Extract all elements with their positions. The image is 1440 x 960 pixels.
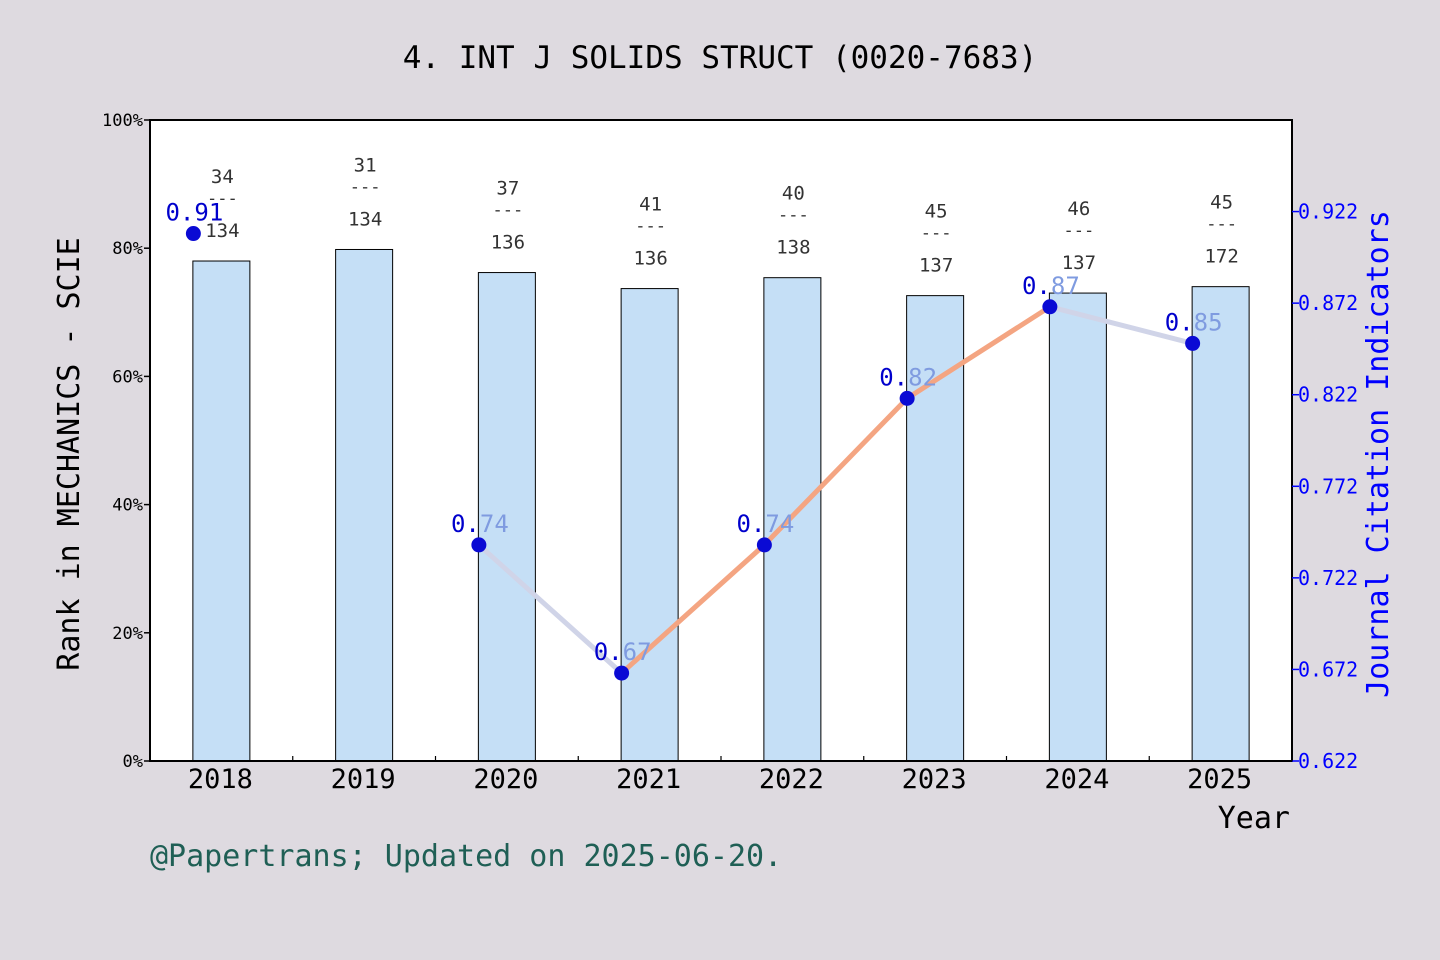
- rank-total: 134: [348, 208, 382, 230]
- bar-2018: [192, 260, 251, 762]
- jci-segment-2024-2025: [1047, 304, 1196, 346]
- y2-axis-label: Journal Citation Indicators: [1361, 210, 1396, 698]
- x-tick-label-2022: 2022: [759, 764, 824, 795]
- rank-label-2025: 45--- 172: [1204, 192, 1238, 268]
- x-axis-label: Year: [1218, 801, 1290, 836]
- y-tick-label: 20%: [112, 624, 143, 644]
- rank-value: 40: [782, 183, 805, 205]
- rank-value: 41: [639, 194, 662, 216]
- jci-point-2021: [614, 665, 630, 681]
- y-tick-label: 0%: [123, 752, 143, 772]
- x-tick-label-2024: 2024: [1044, 764, 1109, 795]
- rank-separator: ---: [350, 177, 381, 197]
- chart-title: 4. INT J SOLIDS STRUCT (0020-7683): [403, 40, 1038, 76]
- bar-2025: [1191, 286, 1250, 762]
- plot-area: [150, 120, 1292, 761]
- jci-label-2024: 0.87: [1022, 272, 1080, 300]
- bar-2020: [477, 272, 536, 762]
- x-tick-label-2019: 2019: [331, 764, 396, 795]
- jci-segment-2020-2021: [476, 542, 625, 676]
- jci-point-2024: [1042, 299, 1058, 315]
- jci-point-2023: [899, 390, 915, 406]
- jci-line-layer: [476, 304, 1196, 676]
- rank-label-2022: 40--- 138: [776, 183, 810, 259]
- rank-label-2023: 45--- 137: [919, 201, 953, 277]
- bar-2021: [620, 288, 679, 762]
- y2-tick-label: 0.872: [1298, 291, 1358, 315]
- jci-point-2022: [756, 537, 772, 553]
- jci-point-2018: [185, 226, 201, 242]
- left-axis: 0% 20% 40% 60% 80% 100%: [102, 111, 150, 772]
- rank-value: 45: [1210, 192, 1233, 214]
- jci-segment-2021-2022: [619, 542, 767, 676]
- rank-separator: ---: [921, 224, 952, 244]
- jci-label-2023: 0.82: [879, 363, 937, 391]
- rank-separator: ---: [493, 201, 524, 221]
- x-tick-label-2018: 2018: [188, 764, 253, 795]
- y2-tick-label: 0.822: [1298, 383, 1358, 407]
- jci-point-2020: [471, 537, 487, 553]
- jci-label-2021: 0.67: [594, 638, 652, 666]
- jci-markers-layer: [185, 226, 1201, 681]
- rank-label-2021: 41--- 136: [633, 194, 667, 270]
- rank-label-2020: 37--- 136: [491, 178, 525, 254]
- jci-label-2022: 0.74: [736, 510, 794, 538]
- rank-label-2018: 34--- 134: [205, 166, 239, 242]
- jci-point-2025: [1185, 335, 1201, 351]
- rank-total: 137: [919, 255, 953, 277]
- jci-segment-2023-2024: [904, 304, 1053, 401]
- y2-tick-label: 0.922: [1298, 200, 1358, 224]
- y2-tick-label: 0.772: [1298, 474, 1358, 498]
- y-tick-label: 80%: [112, 239, 143, 259]
- rank-total: 137: [1062, 252, 1096, 274]
- rank-value: 34: [211, 166, 234, 188]
- rank-value: 31: [354, 154, 377, 176]
- rank-separator: ---: [635, 217, 666, 237]
- jci-label-2025: 0.85: [1165, 308, 1223, 336]
- rank-total: 136: [491, 232, 525, 254]
- rank-separator: ---: [778, 206, 809, 226]
- y-tick-label: 40%: [112, 496, 143, 516]
- x-tick-label-2020: 2020: [473, 764, 538, 795]
- y-axis-label: Rank in MECHANICS - SCIE: [52, 237, 87, 670]
- rank-value: 45: [925, 201, 948, 223]
- rank-label-2024: 46--- 137: [1062, 198, 1096, 274]
- rank-separator: ---: [207, 189, 238, 209]
- x-tick-label-2025: 2025: [1187, 764, 1252, 795]
- jci-label-2018: 0.91: [165, 199, 223, 227]
- rank-label-2019: 31--- 134: [348, 154, 382, 230]
- y-tick-label: 100%: [102, 111, 143, 131]
- footer-credit: @Papertrans; Updated on 2025-06-20.: [150, 839, 782, 874]
- jci-label-2020: 0.74: [451, 510, 509, 538]
- rank-total: 172: [1204, 246, 1238, 268]
- y2-tick-label: 0.722: [1298, 566, 1358, 590]
- rank-labels-layer: 34---13431---13437---13641---13640---138…: [205, 154, 1239, 276]
- bar-2024: [1048, 292, 1107, 762]
- bar-2019: [335, 248, 394, 762]
- x-tick-label-2021: 2021: [616, 764, 681, 795]
- jci-labels-layer: 0.91 0.74 0.67 0.74 0.82 0.87 0.85: [165, 199, 1222, 667]
- rank-separator: ---: [1206, 215, 1237, 235]
- x-axis: 2018 2019 2020 2021 2022 2023 2024 2025: [149, 756, 1293, 795]
- y2-tick-label: 0.672: [1298, 657, 1358, 681]
- jci-segment-2022-2023: [761, 395, 910, 548]
- rank-total: 138: [776, 237, 810, 259]
- right-axis: 0.622 0.672 0.722 0.772 0.822 0.872 0.922: [1292, 200, 1358, 773]
- rank-total: 134: [205, 220, 239, 242]
- y-tick-label: 60%: [112, 367, 143, 387]
- rank-value: 37: [496, 178, 519, 200]
- x-tick-label-2023: 2023: [902, 764, 967, 795]
- rank-separator: ---: [1064, 221, 1095, 241]
- rank-value: 46: [1067, 198, 1090, 220]
- y2-tick-label: 0.622: [1298, 749, 1358, 773]
- rank-total: 136: [633, 248, 667, 270]
